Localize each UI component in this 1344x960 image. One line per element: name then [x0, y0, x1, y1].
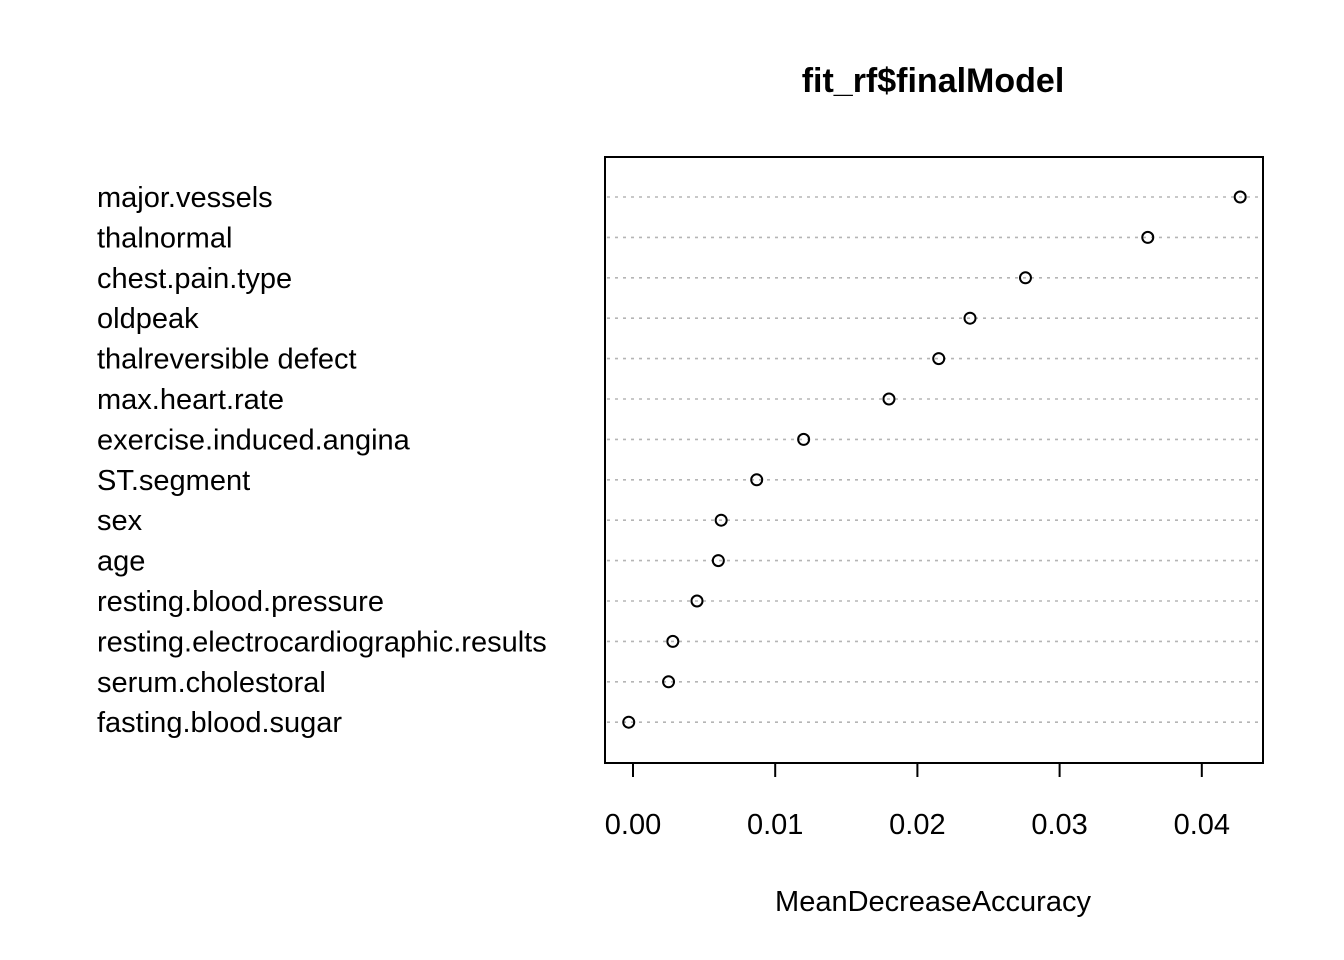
data-point: [690, 594, 704, 608]
data-point: [750, 473, 764, 487]
category-label: sex: [97, 505, 143, 537]
category-label: resting.electrocardiographic.results: [97, 626, 547, 658]
category-label: max.heart.rate: [97, 384, 284, 416]
category-label: thalnormal: [97, 222, 232, 254]
x-tick-label: 0.00: [605, 809, 661, 841]
data-point: [711, 554, 725, 568]
category-label: fasting.blood.sugar: [97, 707, 342, 739]
category-label: resting.blood.pressure: [97, 586, 384, 618]
category-label: chest.pain.type: [97, 263, 292, 295]
data-point: [666, 634, 680, 648]
data-point: [622, 715, 636, 729]
x-tick-label: 0.01: [747, 809, 803, 841]
x-axis: 0.00 0.01 0.02 0.03 0.04: [605, 762, 1230, 841]
category-label: age: [97, 546, 145, 578]
x-tick-label: 0.03: [1031, 809, 1087, 841]
data-point: [963, 311, 977, 325]
chart-title: fit_rf$finalModel: [802, 62, 1065, 100]
data-point: [662, 675, 676, 689]
data-point: [1018, 271, 1032, 285]
category-label: thalreversible defect: [97, 344, 357, 376]
x-tick-label: 0.04: [1174, 809, 1230, 841]
x-tick-label: 0.02: [889, 809, 945, 841]
data-point: [1141, 230, 1155, 244]
data-points: [622, 190, 1247, 729]
x-axis-label: MeanDecreaseAccuracy: [775, 886, 1091, 918]
data-point: [932, 352, 946, 366]
category-label: exercise.induced.angina: [97, 424, 411, 456]
plot-frame: [604, 156, 1264, 764]
category-labels: major.vessels thalnormal chest.pain.type ol…: [97, 182, 547, 739]
category-label: oldpeak: [97, 303, 199, 335]
guide-lines: [607, 196, 1261, 724]
category-label: ST.segment: [97, 465, 250, 497]
category-label: major.vessels: [97, 182, 273, 214]
data-point: [1233, 190, 1247, 204]
data-point: [882, 392, 896, 406]
data-point: [714, 513, 728, 527]
category-label: serum.cholestoral: [97, 667, 326, 699]
data-point: [797, 432, 811, 446]
